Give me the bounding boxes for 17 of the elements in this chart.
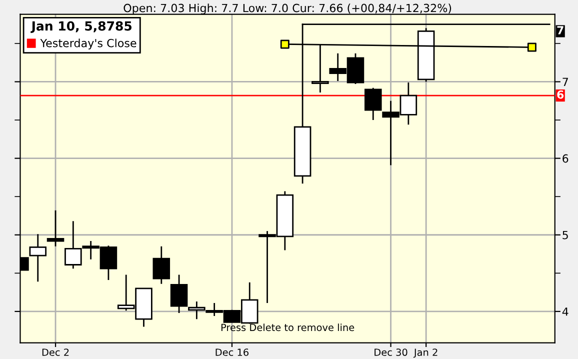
legend-label: Yesterday's Close (40, 38, 136, 50)
x-tick-label: Jan 2 (413, 348, 438, 358)
chart-title: Open: 7.03 High: 7.7 Low: 7.0 Cur: 7.66 (+00,84/+12,32%) (124, 4, 452, 14)
y-tick-label: 5 (562, 231, 568, 240)
candlestick (46, 210, 64, 248)
candlestick (170, 274, 188, 314)
x-tick-label: Dec 30 (374, 348, 408, 356)
x-tick-label: Dec 16 (216, 348, 248, 356)
y-tick-label: 4 (562, 308, 568, 316)
annotation: Press Delete to remove line (221, 324, 354, 332)
legend-title: Jan 10, 5,8785 (30, 21, 132, 34)
y-tick-label: 6 (562, 154, 568, 163)
candlestick (29, 233, 47, 282)
candlestick (364, 87, 382, 121)
y-tick-label: 7 (562, 78, 568, 86)
candlestick (152, 246, 170, 285)
x-tick-label: Dec 2 (42, 348, 69, 356)
